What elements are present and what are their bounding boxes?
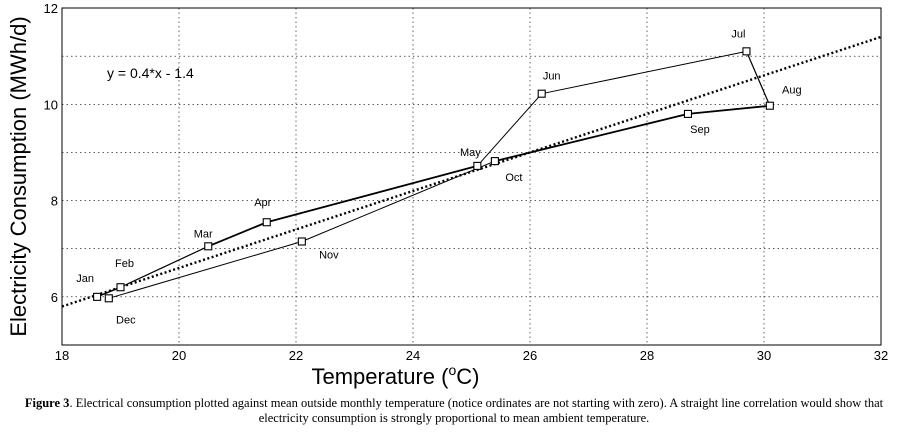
x-axis-title-superscript: o	[448, 362, 456, 378]
chart: Jan Feb Mar Apr May Jun Jul Aug Sep Oct Nov Dec 18 2…	[6, 1, 889, 389]
plot-frame	[61, 7, 882, 346]
data-point-label: Sep	[690, 124, 710, 136]
data-point-marker	[204, 242, 213, 251]
series-segment	[301, 160, 496, 242]
data-point-label: Aug	[782, 85, 802, 97]
data-point-label: Dec	[116, 314, 136, 326]
series-segment	[541, 50, 747, 95]
data-point-marker	[490, 157, 499, 166]
series-segment	[476, 93, 543, 167]
data-point-marker	[116, 283, 125, 292]
x-tick-label: 20	[172, 348, 186, 363]
data-point-marker	[262, 218, 271, 227]
data-point-label: Jun	[543, 71, 561, 83]
series-segment	[108, 241, 302, 299]
y-tick-label: 12	[44, 1, 58, 16]
data-point-marker	[537, 89, 546, 98]
y-axis-title: Electricity Consumption (MWh/d)	[6, 16, 31, 336]
y-tick-label: 6	[51, 290, 58, 305]
equation-annotation: y = 0.4*x - 1.4	[107, 65, 194, 81]
x-tick-label: 30	[757, 348, 771, 363]
x-tick-label: 28	[640, 348, 654, 363]
data-point-marker	[93, 292, 102, 301]
y-tick-label: 10	[44, 97, 58, 112]
data-point-marker	[473, 161, 482, 170]
data-point-marker	[297, 237, 306, 246]
data-point-label: Apr	[254, 197, 271, 209]
figure-caption: Figure 3. Electrical consumption plotted…	[0, 396, 908, 426]
series-segment	[687, 104, 770, 115]
data-point-marker	[742, 47, 751, 56]
data-point-label: Oct	[505, 172, 522, 184]
data-point-marker	[683, 109, 693, 118]
series-segment	[120, 245, 209, 288]
series-group: Jan Feb Mar Apr May Jun Jul Aug Sep Oct Nov Dec	[76, 28, 801, 326]
y-tick-label: 8	[51, 194, 58, 209]
series-segment	[494, 113, 689, 162]
data-point-marker	[765, 101, 774, 110]
series-segment	[207, 221, 268, 248]
x-tick-label: 26	[523, 348, 537, 363]
series-segment	[745, 51, 771, 106]
series-segment	[266, 165, 478, 224]
data-point-label: Jul	[731, 28, 745, 40]
figure-caption-label: Figure 3	[24, 396, 70, 410]
figure-caption-text: . Electrical consumption plotted against…	[69, 396, 884, 425]
data-point-label: Jan	[76, 273, 94, 285]
x-axis-title-main: Temperature (	[312, 364, 450, 389]
data-point-marker	[104, 294, 113, 303]
x-axis-title: Temperature (oC)	[312, 362, 480, 389]
grid-lines	[62, 8, 881, 345]
data-point-label: Mar	[194, 228, 213, 240]
x-axis-title-unit: C)	[456, 364, 479, 389]
x-tick-label: 18	[55, 348, 69, 363]
data-point-label: Nov	[319, 249, 339, 261]
x-tick-label: 32	[874, 348, 888, 363]
x-tick-label: 22	[289, 348, 303, 363]
x-tick-label: 24	[406, 348, 420, 363]
tick-labels: 18 20 22 24 26 28 30 32 6 8 10 12	[44, 1, 889, 363]
data-point-label: May	[460, 147, 481, 159]
data-point-label: Feb	[115, 258, 134, 270]
